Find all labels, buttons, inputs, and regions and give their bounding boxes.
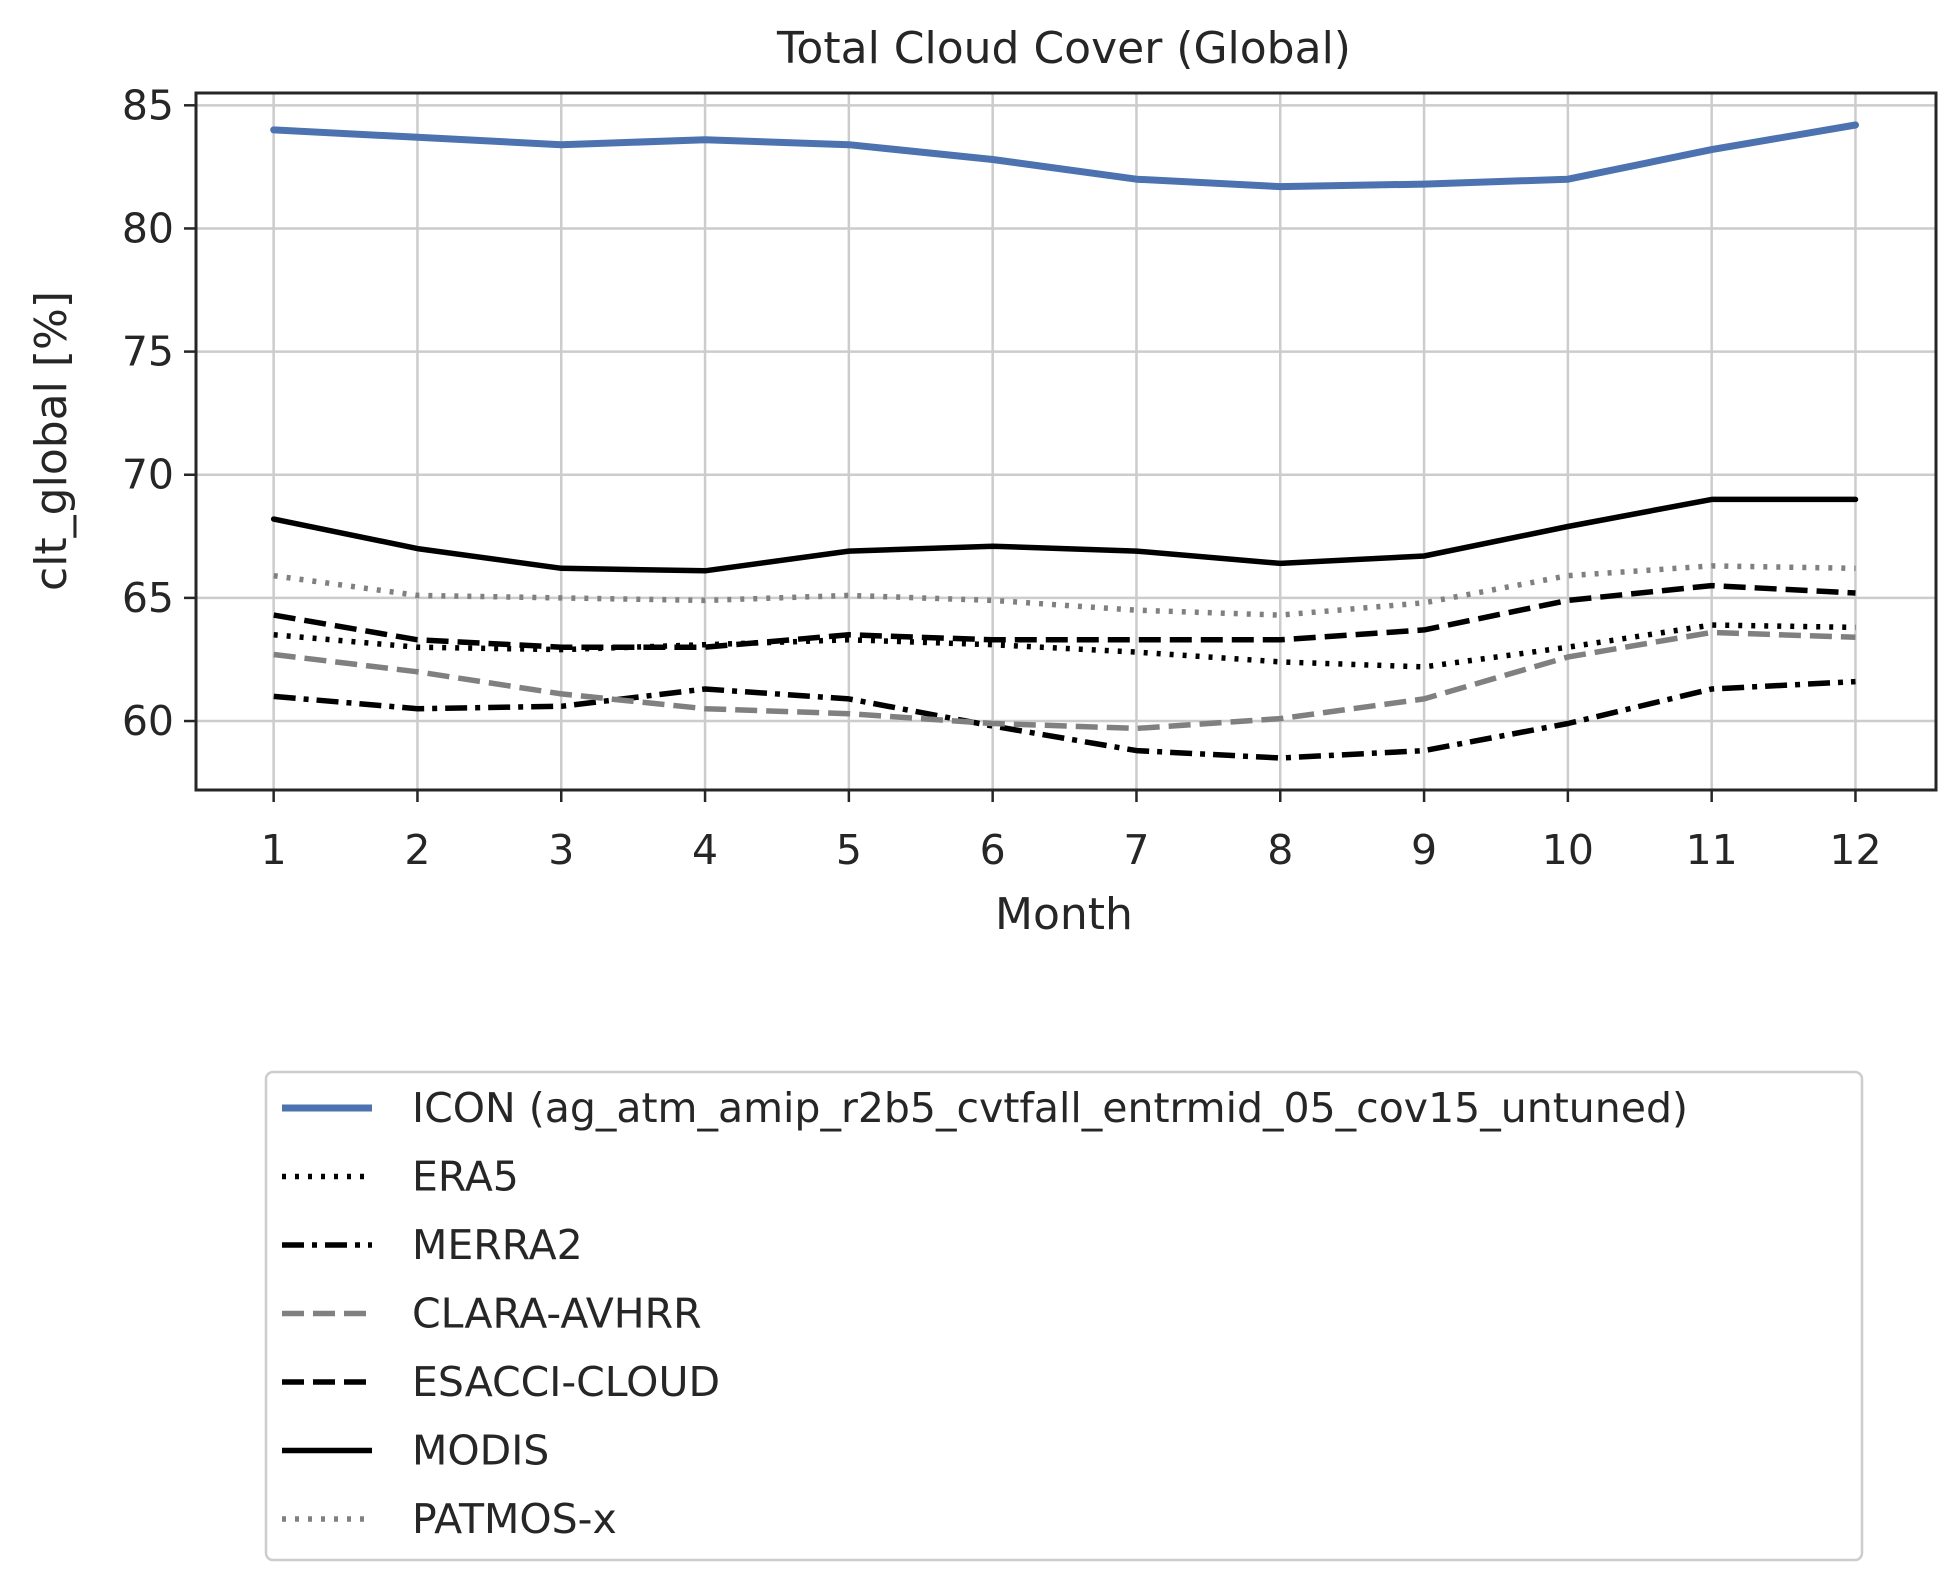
x-tick-label: 3 <box>548 826 574 874</box>
y-tick-label: 80 <box>122 204 174 252</box>
legend-label-esacci-cloud: ESACCI-CLOUD <box>412 1358 720 1406</box>
y-axis-label: clt_global [%] <box>26 291 77 591</box>
legend-box <box>264 1070 1864 1562</box>
series-line-modis <box>270 496 1859 574</box>
x-tick-label: 10 <box>1542 826 1594 874</box>
legend-label-modis: MODIS <box>412 1427 549 1475</box>
x-tick-label: 2 <box>404 826 430 874</box>
x-axis-label: Month <box>995 889 1133 940</box>
y-tick-label: 70 <box>122 451 174 499</box>
y-tick-label: 60 <box>122 697 174 745</box>
legend-label-merra2: MERRA2 <box>412 1221 583 1269</box>
x-tick-label: 8 <box>1267 826 1293 874</box>
chart-title: Total Cloud Cover (Global) <box>776 23 1351 74</box>
legend-label-patmos-x: PATMOS-x <box>412 1495 617 1543</box>
legend-label-era5: ERA5 <box>412 1153 519 1201</box>
x-tick-label: 5 <box>836 826 862 874</box>
series-line-patmos-x <box>273 563 1856 618</box>
x-axis-ticks: 1 2 3 4 5 6 7 8 9 10 11 12 <box>261 790 1882 874</box>
x-tick-label: 4 <box>692 826 718 874</box>
legend: ICON (ag_atm_amip_r2b5_cvtfall_entrmid_0… <box>264 1070 1864 1562</box>
x-tick-label: 11 <box>1686 826 1738 874</box>
y-tick-label: 75 <box>122 328 174 376</box>
series-line-clara-avhrr <box>273 629 1856 732</box>
y-tick-label: 85 <box>122 81 174 129</box>
series-line-esacci-cloud <box>273 582 1856 650</box>
series-line-era5 <box>273 622 1856 670</box>
plot-frame <box>194 91 1938 792</box>
series-lines <box>270 121 1859 761</box>
x-tick-label: 7 <box>1123 826 1149 874</box>
x-tick-label: 9 <box>1411 826 1437 874</box>
grid-lines <box>196 93 1936 790</box>
x-tick-label: 12 <box>1829 826 1881 874</box>
series-line-icon-ag-atm-amip-r2b5-cvtfall-entrmid-05-cov15-untuned <box>270 121 1859 191</box>
x-tick-label: 1 <box>261 826 287 874</box>
legend-label-clara-avhrr: CLARA-AVHRR <box>412 1290 702 1338</box>
x-tick-label: 6 <box>980 826 1006 874</box>
series-line-merra2 <box>273 678 1856 761</box>
y-axis-ticks: 60 65 70 75 80 85 <box>122 81 196 745</box>
y-tick-label: 65 <box>122 574 174 622</box>
legend-label-icon-ag-atm-amip-r2b5-cvtfall-entrmid-05-cov15-untuned: ICON (ag_atm_amip_r2b5_cvtfall_entrmid_0… <box>412 1084 1688 1132</box>
